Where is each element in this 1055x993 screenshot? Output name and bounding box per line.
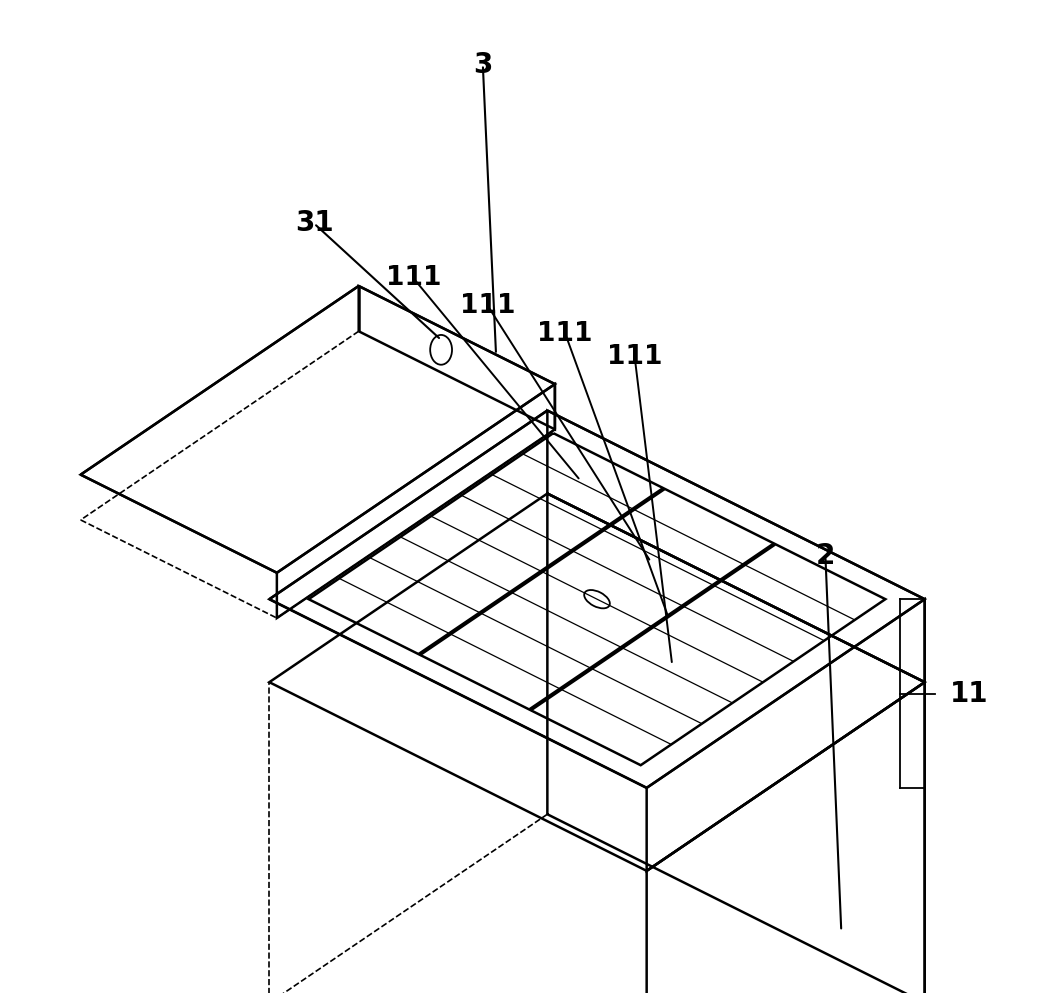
Text: 111: 111 [537,321,593,347]
Text: 2: 2 [816,542,836,570]
Text: 111: 111 [460,293,516,319]
Text: 3: 3 [473,51,493,78]
Text: 31: 31 [294,210,333,237]
Text: 11: 11 [950,679,989,707]
Text: 111: 111 [607,345,663,370]
Text: 111: 111 [385,265,441,291]
